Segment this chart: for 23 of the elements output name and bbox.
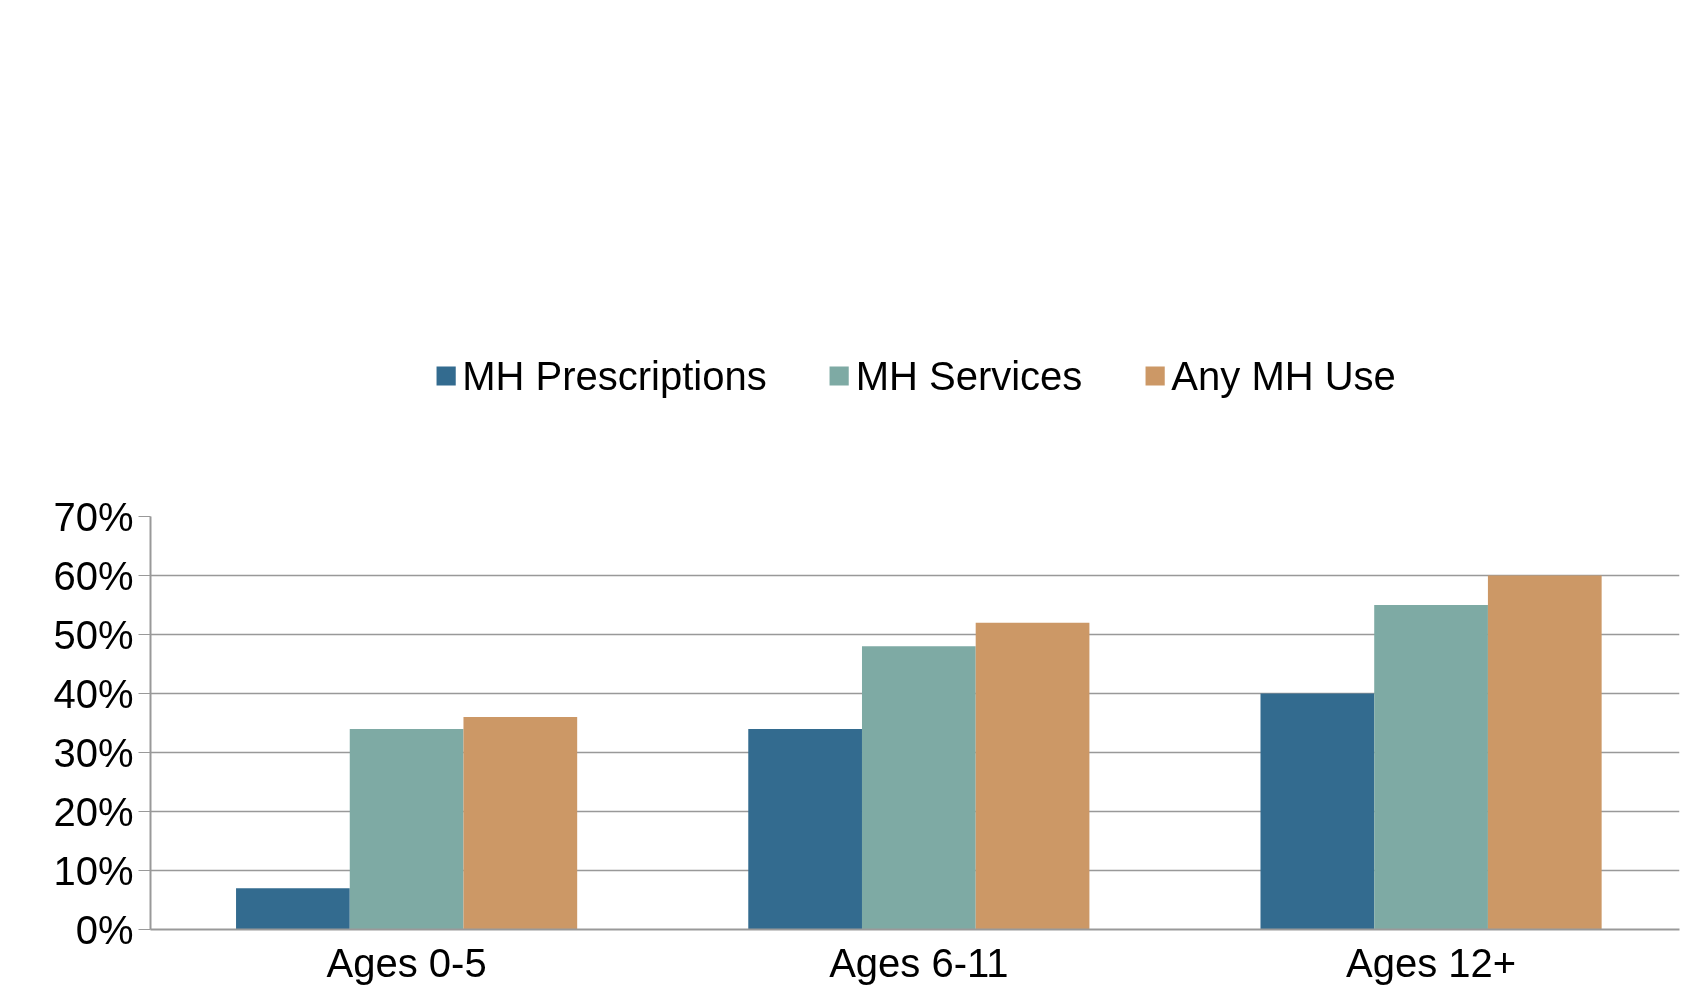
x-tick-label: Ages 6-11 — [829, 940, 1009, 985]
y-tick-label: 20% — [53, 789, 134, 834]
bar — [748, 728, 862, 930]
bar — [975, 622, 1090, 930]
x-tick-label: Ages 12+ — [1346, 940, 1517, 985]
x-tick-label: Ages 0-5 — [326, 940, 487, 985]
y-tick-label: 30% — [53, 730, 134, 775]
y-tick-label: 60% — [53, 553, 134, 598]
bar — [1374, 605, 1488, 930]
bar — [1260, 693, 1375, 930]
legend-label: MH Services — [855, 353, 1083, 399]
y-tick-label: 0% — [75, 907, 134, 952]
bar — [1487, 575, 1602, 930]
y-tick-label: 70% — [53, 494, 134, 539]
bar — [861, 646, 976, 930]
y-tick-label: 10% — [53, 848, 134, 893]
legend-label: MH Prescriptions — [462, 353, 767, 399]
y-tick-label: 50% — [53, 612, 134, 657]
bar — [236, 888, 350, 930]
bar — [463, 717, 578, 930]
legend-label: Any MH Use — [1171, 353, 1396, 399]
bar — [349, 728, 464, 930]
y-tick-label: 40% — [53, 671, 134, 716]
